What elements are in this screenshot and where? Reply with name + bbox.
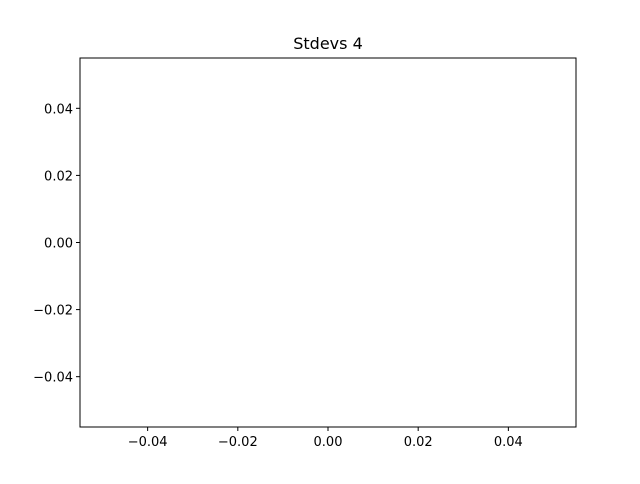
y-tick-label: −0.02 [33,304,73,319]
x-tick-label: 0.04 [494,435,523,450]
chart-title: Stdevs 4 [293,34,363,53]
y-tick-label: 0.04 [44,102,73,117]
x-tick-label: 0.00 [314,435,343,450]
x-tick-label: −0.04 [128,435,168,450]
y-tick-label: −0.04 [33,371,73,386]
y-tick-label: 0.02 [44,169,73,184]
x-tick-label: −0.02 [218,435,258,450]
y-axis: −0.04 −0.02 0.00 0.02 0.04 [33,102,80,386]
x-axis: −0.04 −0.02 0.00 0.02 0.04 [128,427,523,450]
y-tick-label: 0.00 [44,237,73,252]
x-tick-label: 0.02 [404,435,433,450]
